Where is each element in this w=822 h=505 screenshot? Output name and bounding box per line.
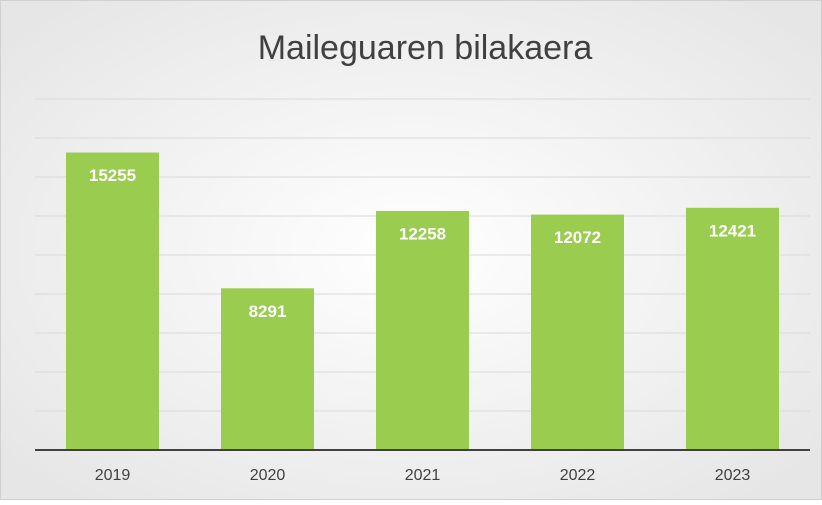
bar bbox=[221, 288, 314, 450]
data-label: 15255 bbox=[89, 166, 136, 185]
x-tick-label: 2023 bbox=[715, 467, 751, 484]
bar bbox=[531, 214, 624, 450]
x-tick-label: 2020 bbox=[250, 467, 286, 484]
chart-title: Maileguaren bilakaera bbox=[258, 29, 593, 67]
bar bbox=[686, 207, 779, 450]
data-label: 12258 bbox=[399, 224, 446, 243]
data-label: 12421 bbox=[709, 221, 756, 240]
data-label: 8291 bbox=[249, 302, 287, 321]
x-tick-label: 2022 bbox=[560, 467, 596, 484]
data-label: 12072 bbox=[554, 228, 601, 247]
x-tick-label: 2021 bbox=[405, 467, 441, 484]
x-tick-label: 2019 bbox=[95, 467, 131, 484]
bar bbox=[376, 210, 469, 450]
bar bbox=[66, 152, 159, 450]
